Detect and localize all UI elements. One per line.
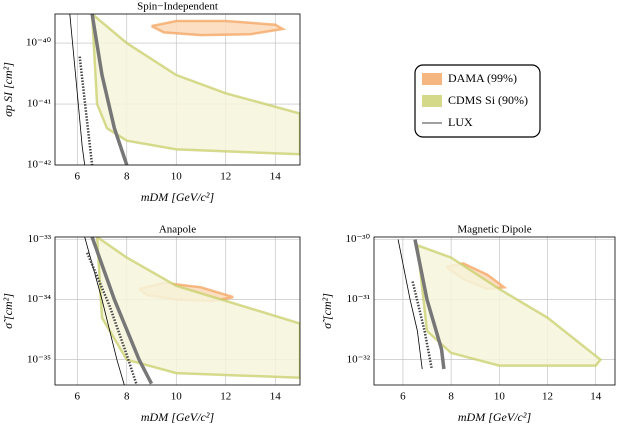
y-tick-label: 10⁻³² bbox=[347, 353, 371, 365]
x-tick-label: 6 bbox=[75, 171, 81, 183]
limit-curve bbox=[90, 237, 154, 385]
y-tick-label: 10⁻⁴¹ bbox=[27, 98, 51, 110]
legend-label: CDMS Si (90%) bbox=[448, 93, 528, 107]
chart-title: Magnetic Dipole bbox=[457, 224, 531, 236]
limit-curve bbox=[84, 237, 125, 385]
plot-frame bbox=[373, 236, 616, 386]
legend-swatch bbox=[422, 73, 442, 85]
x-tick-label: 8 bbox=[448, 391, 454, 403]
chart-title: Anapole bbox=[159, 224, 196, 236]
x-tick-label: 8 bbox=[124, 391, 130, 403]
x-tick-label: 12 bbox=[220, 391, 231, 403]
legend-label: LUX bbox=[448, 115, 473, 129]
y-tick-label: 10⁻⁴² bbox=[27, 159, 52, 171]
x-tick-label: 14 bbox=[270, 391, 282, 403]
x-tick-label: 10 bbox=[171, 171, 183, 183]
limit-curve bbox=[413, 239, 446, 370]
plot-area bbox=[84, 237, 300, 385]
y-tick-label: 10⁻³³ bbox=[28, 233, 52, 245]
x-tick-label: 14 bbox=[590, 391, 602, 403]
legend-label: DAMA (99%) bbox=[448, 71, 517, 85]
x-tick-label: 12 bbox=[220, 171, 231, 183]
region bbox=[416, 244, 603, 367]
y-tick-label: 10⁻³¹ bbox=[347, 293, 370, 305]
plot-frame bbox=[54, 236, 301, 386]
region bbox=[90, 14, 300, 156]
x-axis-label: mDM [GeV/c²] bbox=[141, 190, 215, 204]
limit-curve bbox=[397, 239, 423, 370]
y-axis-label: σ̃ [cm²] bbox=[320, 293, 334, 329]
x-tick-label: 10 bbox=[494, 391, 506, 403]
x-tick-label: 14 bbox=[270, 171, 282, 183]
x-tick-label: 6 bbox=[400, 391, 406, 403]
y-axis-label: σ̃ [cm²] bbox=[1, 293, 15, 329]
plot-area bbox=[69, 14, 300, 165]
limit-curve bbox=[69, 14, 86, 165]
x-tick-label: 8 bbox=[124, 171, 130, 183]
chart-title: Spin−Independent bbox=[137, 1, 218, 13]
y-axis-label: σp SI [cm²] bbox=[1, 62, 15, 117]
y-tick-label: 10⁻⁴⁰ bbox=[26, 37, 52, 49]
limit-curve bbox=[90, 14, 129, 165]
x-tick-label: 6 bbox=[75, 391, 81, 403]
region bbox=[150, 19, 287, 37]
x-tick-label: 10 bbox=[171, 391, 183, 403]
x-tick-label: 12 bbox=[542, 391, 553, 403]
plot-frame bbox=[54, 13, 301, 166]
plot-area bbox=[397, 239, 603, 370]
x-axis-label: mDM [GeV/c²] bbox=[458, 410, 532, 424]
legend-box bbox=[414, 64, 541, 138]
x-axis-label: mDM [GeV/c²] bbox=[141, 410, 215, 424]
limit-curve bbox=[78, 56, 94, 165]
y-tick-label: 10⁻³⁴ bbox=[27, 293, 51, 305]
legend-swatch bbox=[422, 95, 442, 107]
y-tick-label: 10⁻³⁵ bbox=[27, 353, 51, 365]
y-tick-label: 10⁻³⁰ bbox=[345, 233, 370, 245]
